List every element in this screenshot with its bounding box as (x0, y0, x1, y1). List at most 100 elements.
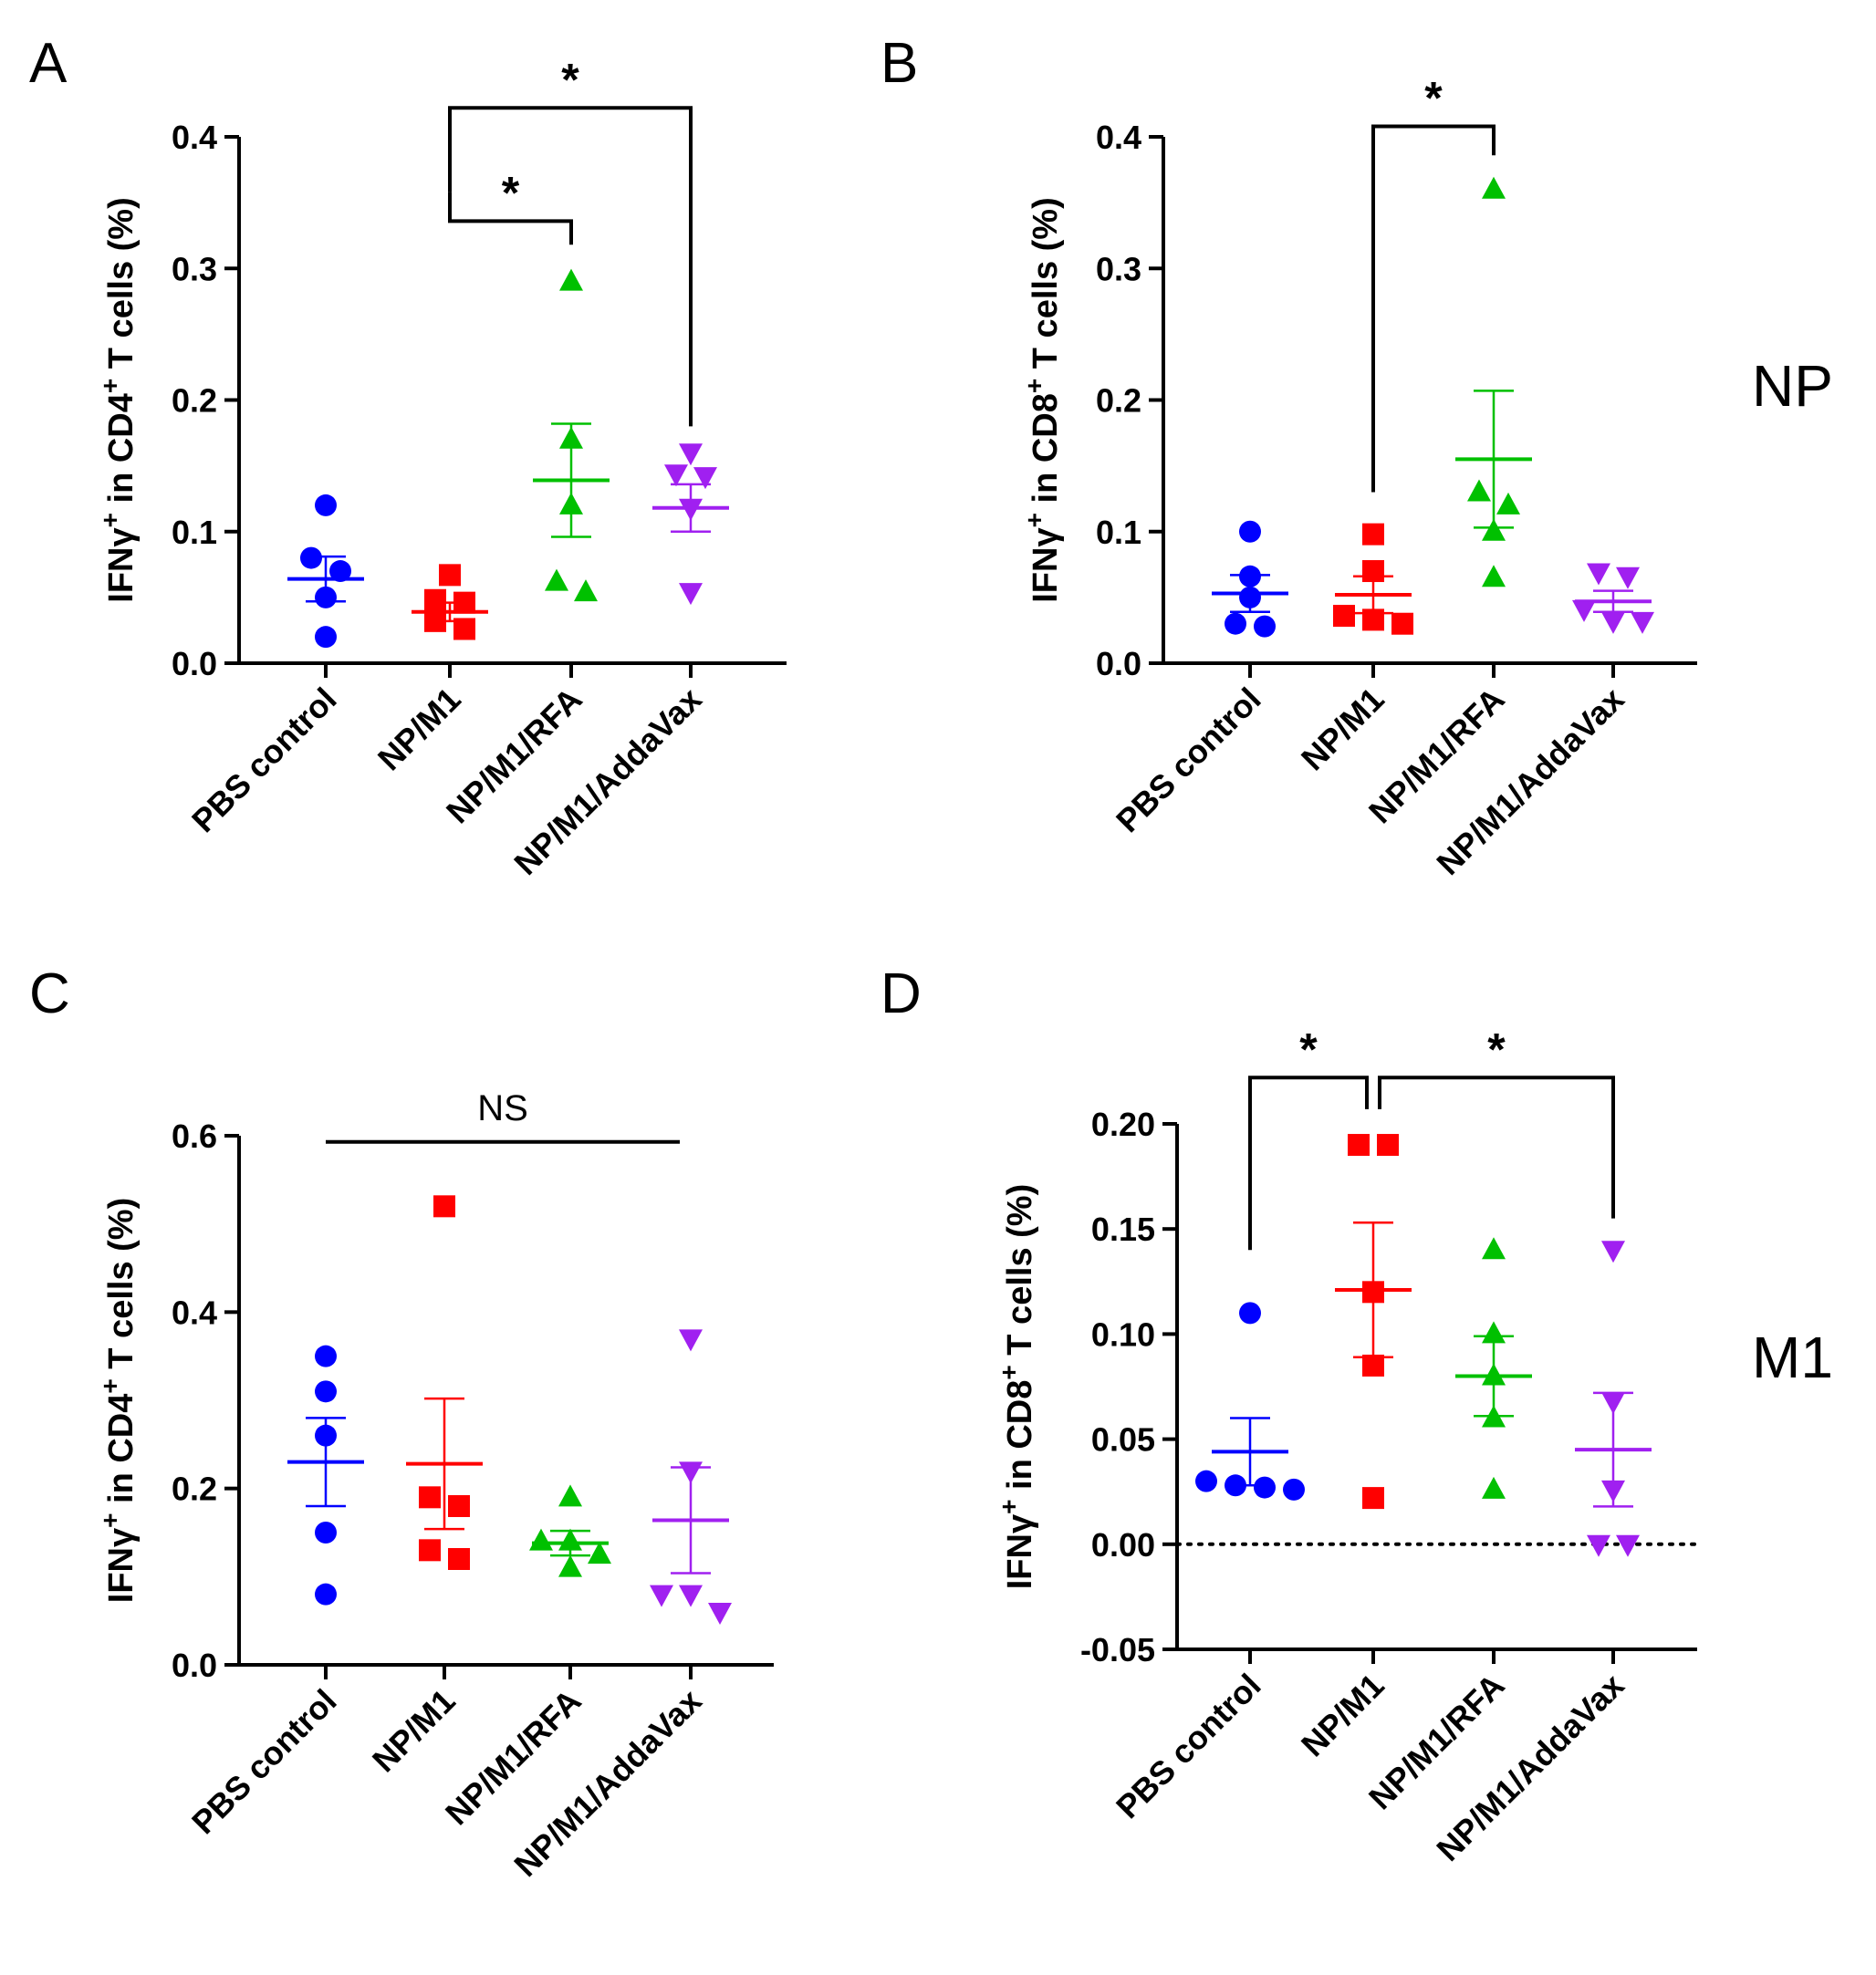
y-axis-label-superscript: + (1020, 379, 1048, 393)
data-point (1239, 520, 1261, 543)
data-point (453, 591, 475, 614)
series-np-m1 (406, 1195, 483, 1570)
panel-letter-d: D (881, 962, 922, 1025)
y-axis-label-part: in CD8 (1027, 393, 1065, 513)
significance-star: * (502, 167, 520, 218)
data-point (1225, 612, 1246, 635)
y-tick-label: 0.4 (172, 1294, 217, 1331)
ns-label: NS (477, 1088, 528, 1128)
category-label-np-m1: NP/M1 (365, 1682, 463, 1780)
data-point (433, 1195, 455, 1218)
data-point (439, 564, 461, 587)
significance-bracket: * (448, 167, 573, 245)
series-np-m1-addavax (1575, 1241, 1652, 1557)
y-tick-label: 0.10 (1091, 1315, 1155, 1353)
data-point (315, 1380, 337, 1403)
category-label-pbs-control: PBS control (1109, 681, 1268, 840)
data-point (1587, 563, 1610, 586)
data-point (315, 626, 337, 649)
category-label-pbs-control: PBS control (184, 681, 344, 840)
data-point (1482, 565, 1506, 587)
y-axis-label: IFNγ+ in CD4+ T cells (%) (96, 1198, 141, 1603)
significance-star: * (1424, 72, 1443, 123)
data-point (1225, 1474, 1246, 1497)
data-point (1601, 1241, 1625, 1263)
data-point (1482, 1405, 1506, 1428)
data-point (1601, 611, 1625, 634)
significance-star: * (1299, 1024, 1318, 1075)
data-point (559, 268, 583, 291)
data-point (1239, 1302, 1261, 1325)
bracket-line (448, 106, 693, 427)
data-point (1239, 586, 1261, 608)
y-tick-label: 0.2 (172, 382, 217, 420)
category-label-np-m1: NP/M1 (370, 681, 468, 778)
data-point (1362, 608, 1384, 631)
y-tick-label: 0.00 (1091, 1526, 1155, 1564)
significance-bracket: * (1248, 1024, 1369, 1251)
data-point (1254, 615, 1276, 638)
data-point (1362, 1354, 1384, 1377)
data-point (558, 1484, 582, 1507)
data-point (679, 1461, 703, 1484)
series-pbs-control (1195, 1302, 1305, 1501)
series-pbs-control (287, 1345, 364, 1606)
y-axis-label-part: T cells (%) (1027, 197, 1065, 379)
data-point (559, 492, 583, 515)
data-point (708, 1603, 732, 1625)
data-point (1348, 1134, 1370, 1157)
data-point (1496, 492, 1520, 515)
data-point (315, 586, 337, 608)
y-axis-label-superscript: + (96, 1513, 124, 1528)
y-axis-label: IFNγ+ in CD8+ T cells (%) (1020, 197, 1066, 602)
data-point (679, 583, 703, 606)
data-point (1631, 611, 1654, 634)
series-np-m1-rfa (529, 1484, 611, 1577)
data-point (315, 1522, 337, 1544)
y-axis-label-part: in CD4 (102, 1394, 141, 1513)
data-point (1482, 1476, 1506, 1499)
y-axis-label-part: IFNγ (102, 1528, 141, 1603)
data-point (1616, 1534, 1640, 1557)
y-tick-label: 0.2 (1096, 382, 1141, 420)
y-axis-label-superscript: + (995, 1365, 1023, 1379)
data-point (559, 426, 583, 449)
y-axis-label-part: in CD8 (1001, 1380, 1039, 1500)
data-point (1482, 1237, 1506, 1260)
row-label-m1: M1 (1752, 1325, 1833, 1390)
y-axis-label-superscript: + (995, 1500, 1023, 1514)
significance-star: * (561, 54, 579, 105)
significance-star: * (1487, 1024, 1506, 1075)
row-label-np: NP (1752, 353, 1833, 419)
chart-panel-d: -0.05 0.00 0.05 0.10 0.15 0.20 PBS control NP/M… (995, 1024, 1699, 1868)
data-point (664, 464, 688, 487)
series-np-m1-rfa (1455, 1237, 1532, 1499)
significance-bracket: * (1378, 1024, 1615, 1219)
y-tick-label: 0.20 (1091, 1106, 1155, 1143)
data-point (679, 443, 703, 466)
data-point (1195, 1470, 1217, 1492)
series-np-m1-addavax (650, 1329, 732, 1625)
data-point (1362, 1281, 1384, 1304)
y-tick-label: 0.6 (172, 1117, 217, 1155)
y-axis-label-part: IFNγ (1027, 527, 1065, 602)
data-point (1283, 1478, 1305, 1501)
data-point (1254, 1476, 1276, 1499)
series-pbs-control (1212, 520, 1288, 638)
y-tick-label: 0.0 (1096, 645, 1141, 682)
series-np-m1 (412, 564, 488, 640)
series-np-m1-addavax (652, 443, 729, 606)
y-tick-label: 0.3 (1096, 250, 1141, 287)
panel-letter-b: B (881, 32, 918, 95)
y-tick-label: 0.4 (172, 119, 217, 156)
category-label-pbs-control: PBS control (184, 1682, 344, 1842)
data-point (448, 1548, 470, 1570)
data-point (1601, 1480, 1625, 1502)
y-axis-label-part: IFNγ (1001, 1514, 1039, 1589)
panel-letter-a: A (29, 32, 68, 95)
y-tick-label: 0.1 (1096, 514, 1141, 551)
data-point (315, 494, 337, 516)
y-axis-label-superscript: + (1020, 513, 1048, 527)
